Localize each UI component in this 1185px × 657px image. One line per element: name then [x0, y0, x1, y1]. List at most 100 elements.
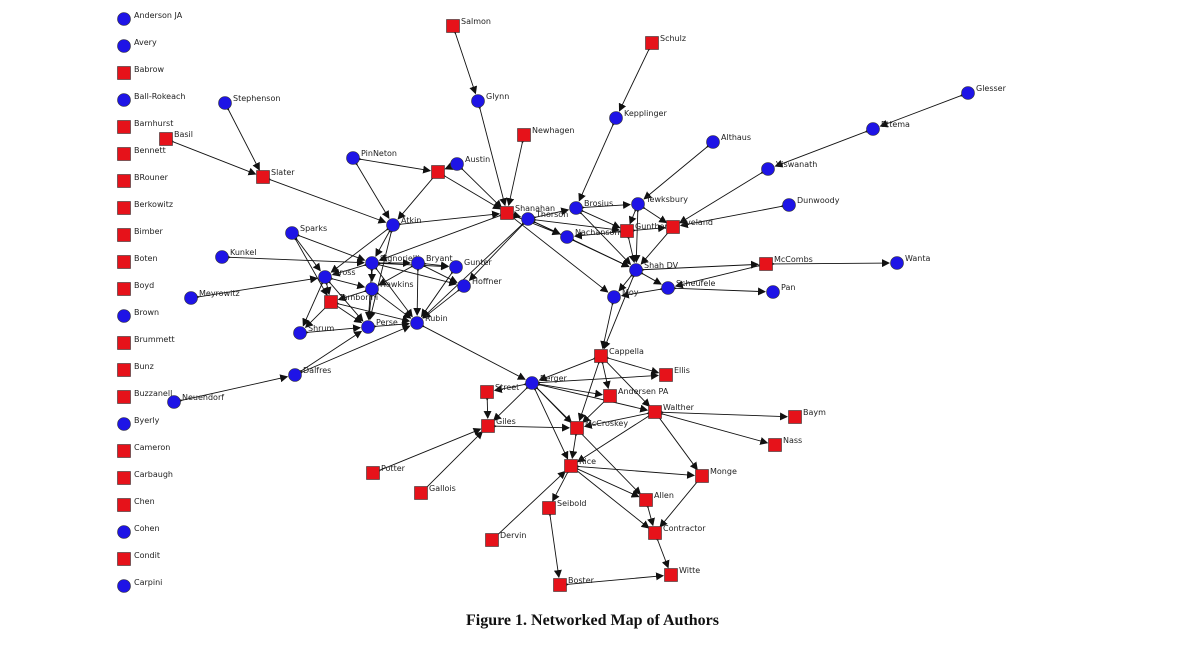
node-eveland-label: Eveland [681, 218, 713, 227]
isolate-condit-label: Condit [134, 551, 160, 560]
edge-rice-allen [570, 462, 640, 498]
edge-brosius-gunther [575, 204, 621, 229]
node-seibold-square [542, 501, 556, 515]
edge-moy-cappella [600, 297, 618, 350]
isolate-bimber-label: Bimber [134, 227, 164, 236]
node-atkin-circle [386, 218, 400, 232]
node-glesser-label: Glesser [976, 84, 1007, 93]
node-mccroskey-label: McCroskey [585, 419, 628, 428]
node-perse-label: Perse [376, 318, 398, 327]
node-allen-label: Allen [654, 491, 674, 500]
edge-gross-tamborini [321, 277, 332, 296]
edge-atkin-signorielli [375, 223, 397, 257]
node-contractor-label: Contractor [663, 524, 706, 533]
isolate-bimber-square [117, 228, 131, 242]
node-monge-square [695, 469, 709, 483]
node-althaus-label: Althaus [721, 133, 751, 142]
edge-salmon-glynn [449, 25, 478, 95]
node-cappella-label: Cappella [609, 347, 644, 356]
node-nass-square [768, 438, 782, 452]
node-basil-square [159, 132, 173, 146]
isolate-avery-circle [117, 39, 131, 53]
node-rubin-label: Rubin [425, 314, 448, 323]
isolate-bunz-square [117, 363, 131, 377]
isolate-carpini-circle [117, 579, 131, 593]
node-rice-label: Rice [579, 457, 596, 466]
node-ettema-circle [866, 122, 880, 136]
edge-neuendorf-dalfres [174, 374, 289, 406]
edge-rice-seibold [552, 465, 575, 502]
node-slater-label: Slater [271, 168, 295, 177]
node-scheufele-label: Scheufele [676, 279, 716, 288]
node-tamborini-square [324, 295, 338, 309]
node-baym-square [788, 410, 802, 424]
edge-berger-ellis [532, 371, 660, 387]
edge-austin-shanahan [454, 161, 503, 209]
edge-eveland-shah [640, 225, 676, 265]
node-kunkel-label: Kunkel [230, 248, 256, 257]
node-gross-label: Gross [333, 268, 356, 277]
edge-tewksbury-shah [632, 204, 642, 264]
figure-caption: Figure 1. Networked Map of Authors [465, 612, 720, 629]
isolate-anderson-ja-label: Anderson JA [134, 11, 183, 20]
edge-tamborini-rubin [331, 298, 411, 324]
node-street-label: Street [495, 383, 519, 392]
node-glynn-label: Glynn [486, 92, 509, 101]
edge-walther-baym [655, 408, 789, 421]
edge-signorielli-gross [331, 259, 373, 277]
node-scheufele-circle [661, 281, 675, 295]
node-andersenpa-label: Andersen PA [618, 387, 669, 396]
edge-glesser-ettema [879, 89, 969, 128]
edge-scheufele-pan [668, 284, 767, 296]
node-mccombs-label: McCombs [774, 255, 813, 264]
node-kepplinger-label: Kepplinger [624, 109, 667, 118]
node-berger-label: Berger [540, 374, 568, 383]
edge-cappella-ellis [600, 352, 660, 375]
isolate-babrow-label: Babrow [134, 65, 164, 74]
isolate-bennett-label: Bennett [134, 146, 166, 155]
edge-rice-contractor [569, 463, 650, 529]
node-seibold-label: Seibold [557, 499, 587, 508]
edge-pinneton-atkin [350, 156, 390, 219]
edge-contractor-witte [651, 532, 670, 569]
node-signorielli-circle [365, 256, 379, 270]
node-cappella-square [594, 349, 608, 363]
edge-gallois-giles [418, 430, 484, 496]
isolate-berkowitz-square [117, 201, 131, 215]
isolate-chen-square [117, 498, 131, 512]
edge-viswanath-eveland [678, 166, 770, 224]
node-austin-circle [450, 157, 464, 171]
isolate-buzzanell-square [117, 390, 131, 404]
isolate-ball-rokeach-label: Ball-Rokeach [134, 92, 185, 101]
edge-kepplinger-brosius [578, 117, 620, 202]
node-stephenson-circle [218, 96, 232, 110]
node-hawkins-label: Hawkins [380, 280, 414, 289]
node-althaus-circle [706, 135, 720, 149]
edge-shah-scheufele [634, 267, 662, 285]
edge-meyrowitz-gross [191, 275, 319, 302]
node-dervin-square [485, 533, 499, 547]
node-meyrowitz-circle [184, 291, 198, 305]
edge-tamborini-shrum [304, 299, 334, 329]
edge-gross-shrum [302, 276, 329, 327]
isolate-bunz-label: Bunz [134, 362, 154, 371]
node-hoffner-label: Hoffner [472, 277, 502, 286]
node-nachanson-circle [560, 230, 574, 244]
isolate-brummett-label: Brummett [134, 335, 175, 344]
node-dunwoody-label: Dunwoody [797, 196, 840, 205]
edge-atkin-perse [367, 225, 397, 321]
node-signorielli-label: Signorielli [380, 254, 419, 263]
edge-layer [165, 25, 969, 589]
node-berger-circle [525, 376, 539, 390]
node-witte-square [664, 568, 678, 582]
node-dalfres-label: Dalfres [303, 366, 331, 375]
isolate-cameron-label: Cameron [134, 443, 170, 452]
node-viswanath-circle [761, 162, 775, 176]
edge-schulz-kepplinger [618, 42, 656, 112]
node-neuendorf-label: Neuendorf [182, 393, 224, 402]
edge-newhagen-shanahan [506, 135, 528, 207]
isolate-cohen-label: Cohen [134, 524, 160, 533]
edge-nsq-shanahan [436, 169, 501, 210]
edge-walther-rice [576, 409, 657, 463]
edge-mccombs-scheufele [674, 260, 766, 289]
